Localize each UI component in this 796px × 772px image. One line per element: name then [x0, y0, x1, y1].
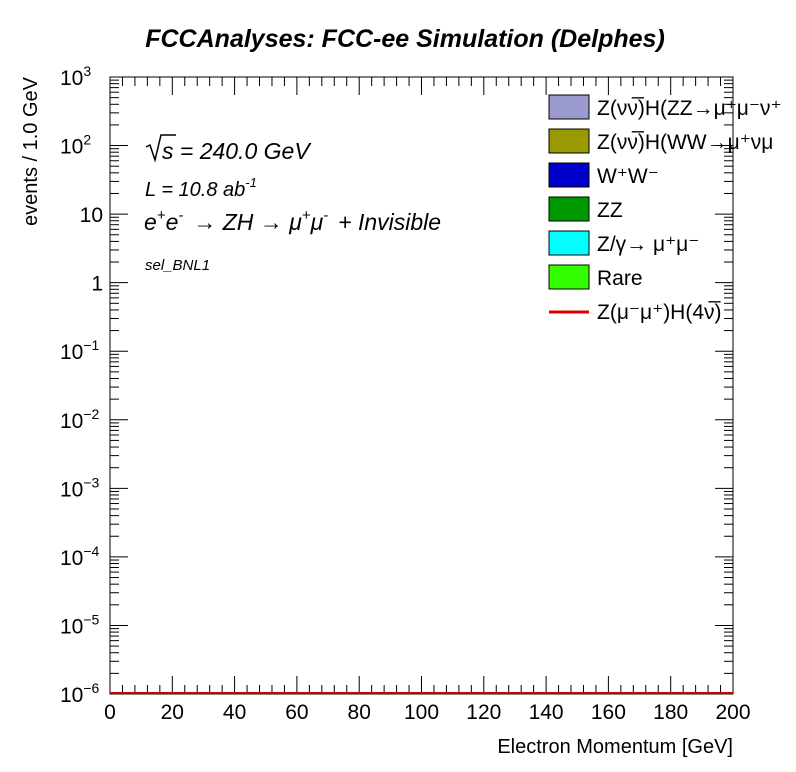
y-tick-label: 10−5 [60, 611, 100, 638]
y-axis-title: events / 1.0 GeV [20, 76, 42, 226]
y-tick-label: 103 [60, 63, 91, 90]
x-tick-label: 160 [591, 701, 626, 724]
legend-label: Z(μ⁻μ⁺)H(4ν̅) [597, 301, 722, 324]
process-annotation: e+e- → ZH → μ+μ- + Invisible [144, 207, 441, 235]
y-tick-label: 10−6 [60, 680, 100, 707]
x-axis-title: Electron Momentum [GeV] [497, 736, 733, 758]
y-tick-label: 102 [60, 132, 91, 159]
x-tick-label: 120 [466, 701, 501, 724]
legend-swatch [548, 94, 590, 120]
process-tail: + Invisible [338, 209, 441, 235]
legend-swatch [548, 196, 590, 222]
legend-swatch [548, 128, 590, 154]
x-tick-label: 140 [529, 701, 564, 724]
x-tick-label: 20 [161, 701, 184, 724]
legend-label: W⁺W⁻ [597, 165, 659, 188]
legend: Z(νν̅)H(ZZ→μ⁺μ⁻ν⁺ Z(νν̅)H(WW→μ⁺νμ W⁺W⁻ ZZ Z/… [548, 94, 782, 324]
axis-ticks [109, 76, 734, 695]
x-tick-label: 0 [104, 701, 116, 724]
process-mu2-sup: - [323, 207, 328, 224]
y-tick-label: 10−3 [60, 474, 100, 501]
x-tick-label: 100 [404, 701, 439, 724]
x-tick-label: 40 [223, 701, 246, 724]
legend-swatch [548, 264, 590, 290]
process-e1: e [144, 209, 157, 235]
process-e2-sup: - [178, 207, 183, 224]
lumi-prefix: L = 10.8 ab [145, 179, 245, 201]
y-tick-label: 10−2 [60, 406, 100, 433]
y-tick-label: 10−1 [60, 337, 100, 364]
x-tick-label: 60 [285, 701, 308, 724]
sqrt-s-annotation: s = 240.0 GeV [145, 134, 312, 164]
chart-title: FCCAnalyses: FCC-ee Simulation (Delphes) [145, 25, 665, 53]
process-mu1-sup: + [302, 207, 311, 224]
legend-label: Z/γ→ μ⁺μ⁻ [597, 233, 699, 256]
y-tick-label: 10 [80, 204, 103, 227]
sqrt-symbol [145, 134, 176, 163]
legend-label: Z(νν̅)H(ZZ→μ⁺μ⁻ν⁺ [597, 97, 782, 120]
legend-swatch [548, 230, 590, 256]
process-mu2: μ [310, 209, 324, 235]
process-rest: → ZH → μ [193, 209, 302, 235]
y-tick-label: 1 [91, 273, 103, 296]
process-e1-sup: + [157, 207, 166, 224]
legend-label: ZZ [597, 199, 623, 222]
process-e2: e [166, 209, 179, 235]
x-tick-label: 180 [653, 701, 688, 724]
selection-annotation: sel_BNL1 [145, 257, 210, 274]
sqrt-s-text: s = 240.0 GeV [162, 138, 312, 164]
legend-label: Z(νν̅)H(WW→μ⁺νμ [597, 131, 773, 154]
x-tick-labels: 0 20 40 60 80 100 120 140 160 180 200 [104, 701, 750, 724]
legend-swatch [548, 162, 590, 188]
legend-label: Rare [597, 267, 643, 290]
x-tick-label: 80 [348, 701, 371, 724]
x-tick-label: 200 [715, 701, 750, 724]
y-tick-label: 10−4 [60, 543, 100, 570]
luminosity-annotation: L = 10.8 ab-1 [145, 175, 257, 201]
lumi-exponent: -1 [245, 175, 257, 190]
